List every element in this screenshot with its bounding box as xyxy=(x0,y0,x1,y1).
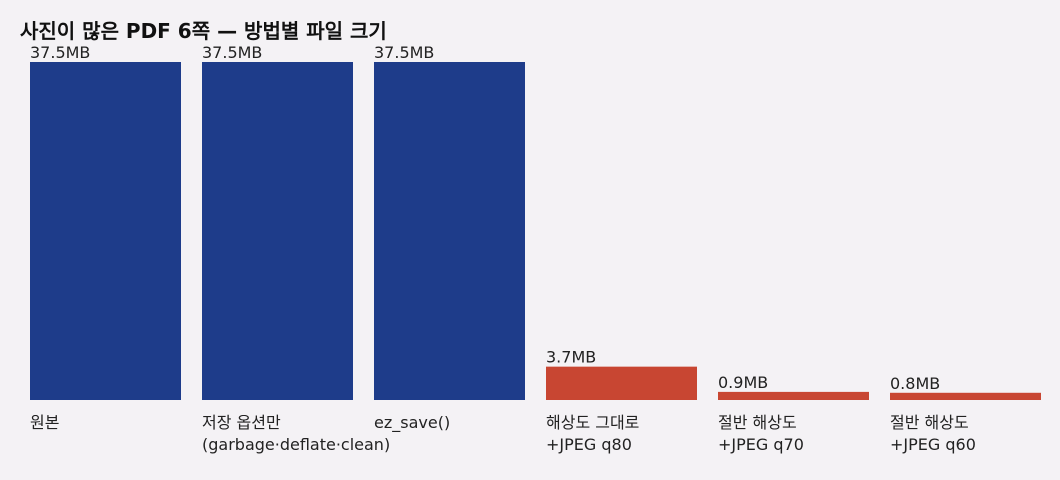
x-tick-label: 절반 해상도 +JPEG q60 xyxy=(890,413,976,454)
x-tick-label-line: 절반 해상도 xyxy=(890,413,969,432)
x-tick-label-line: +JPEG q70 xyxy=(718,435,804,454)
bar xyxy=(718,391,869,400)
value-label: 3.7MB xyxy=(546,348,596,367)
bar xyxy=(374,62,525,400)
x-tick-label: 저장 옵션만 (garbage·deflate·clean) xyxy=(202,413,390,454)
value-label: 37.5MB xyxy=(202,43,262,62)
x-tick-label-line: 절반 해상도 xyxy=(718,413,797,432)
x-tick-label-line: +JPEG q80 xyxy=(546,435,632,454)
bar xyxy=(546,366,697,400)
x-tick-label-line: 저장 옵션만 xyxy=(202,413,281,432)
x-tick-label: 원본 xyxy=(30,413,59,432)
x-tick-label: ez_save() xyxy=(374,413,450,433)
bar xyxy=(890,392,1041,400)
value-label: 37.5MB xyxy=(374,43,434,62)
x-tick-label-line: 해상도 그대로 xyxy=(546,413,639,432)
value-label: 0.8MB xyxy=(890,374,940,393)
x-tick-label-line: ez_save() xyxy=(374,413,450,433)
chart-title: 사진이 많은 PDF 6쪽 — 방법별 파일 크기 xyxy=(20,19,387,43)
bar xyxy=(30,62,181,400)
x-tick-label: 절반 해상도 +JPEG q70 xyxy=(718,413,804,454)
x-tick-label-line: (garbage·deflate·clean) xyxy=(202,435,390,454)
x-tick-label-line: 원본 xyxy=(30,413,59,432)
x-tick-label: 해상도 그대로 +JPEG q80 xyxy=(546,413,639,454)
x-tick-label-line: +JPEG q60 xyxy=(890,435,976,454)
value-label: 0.9MB xyxy=(718,373,768,392)
value-label: 37.5MB xyxy=(30,43,90,62)
bar xyxy=(202,62,353,400)
